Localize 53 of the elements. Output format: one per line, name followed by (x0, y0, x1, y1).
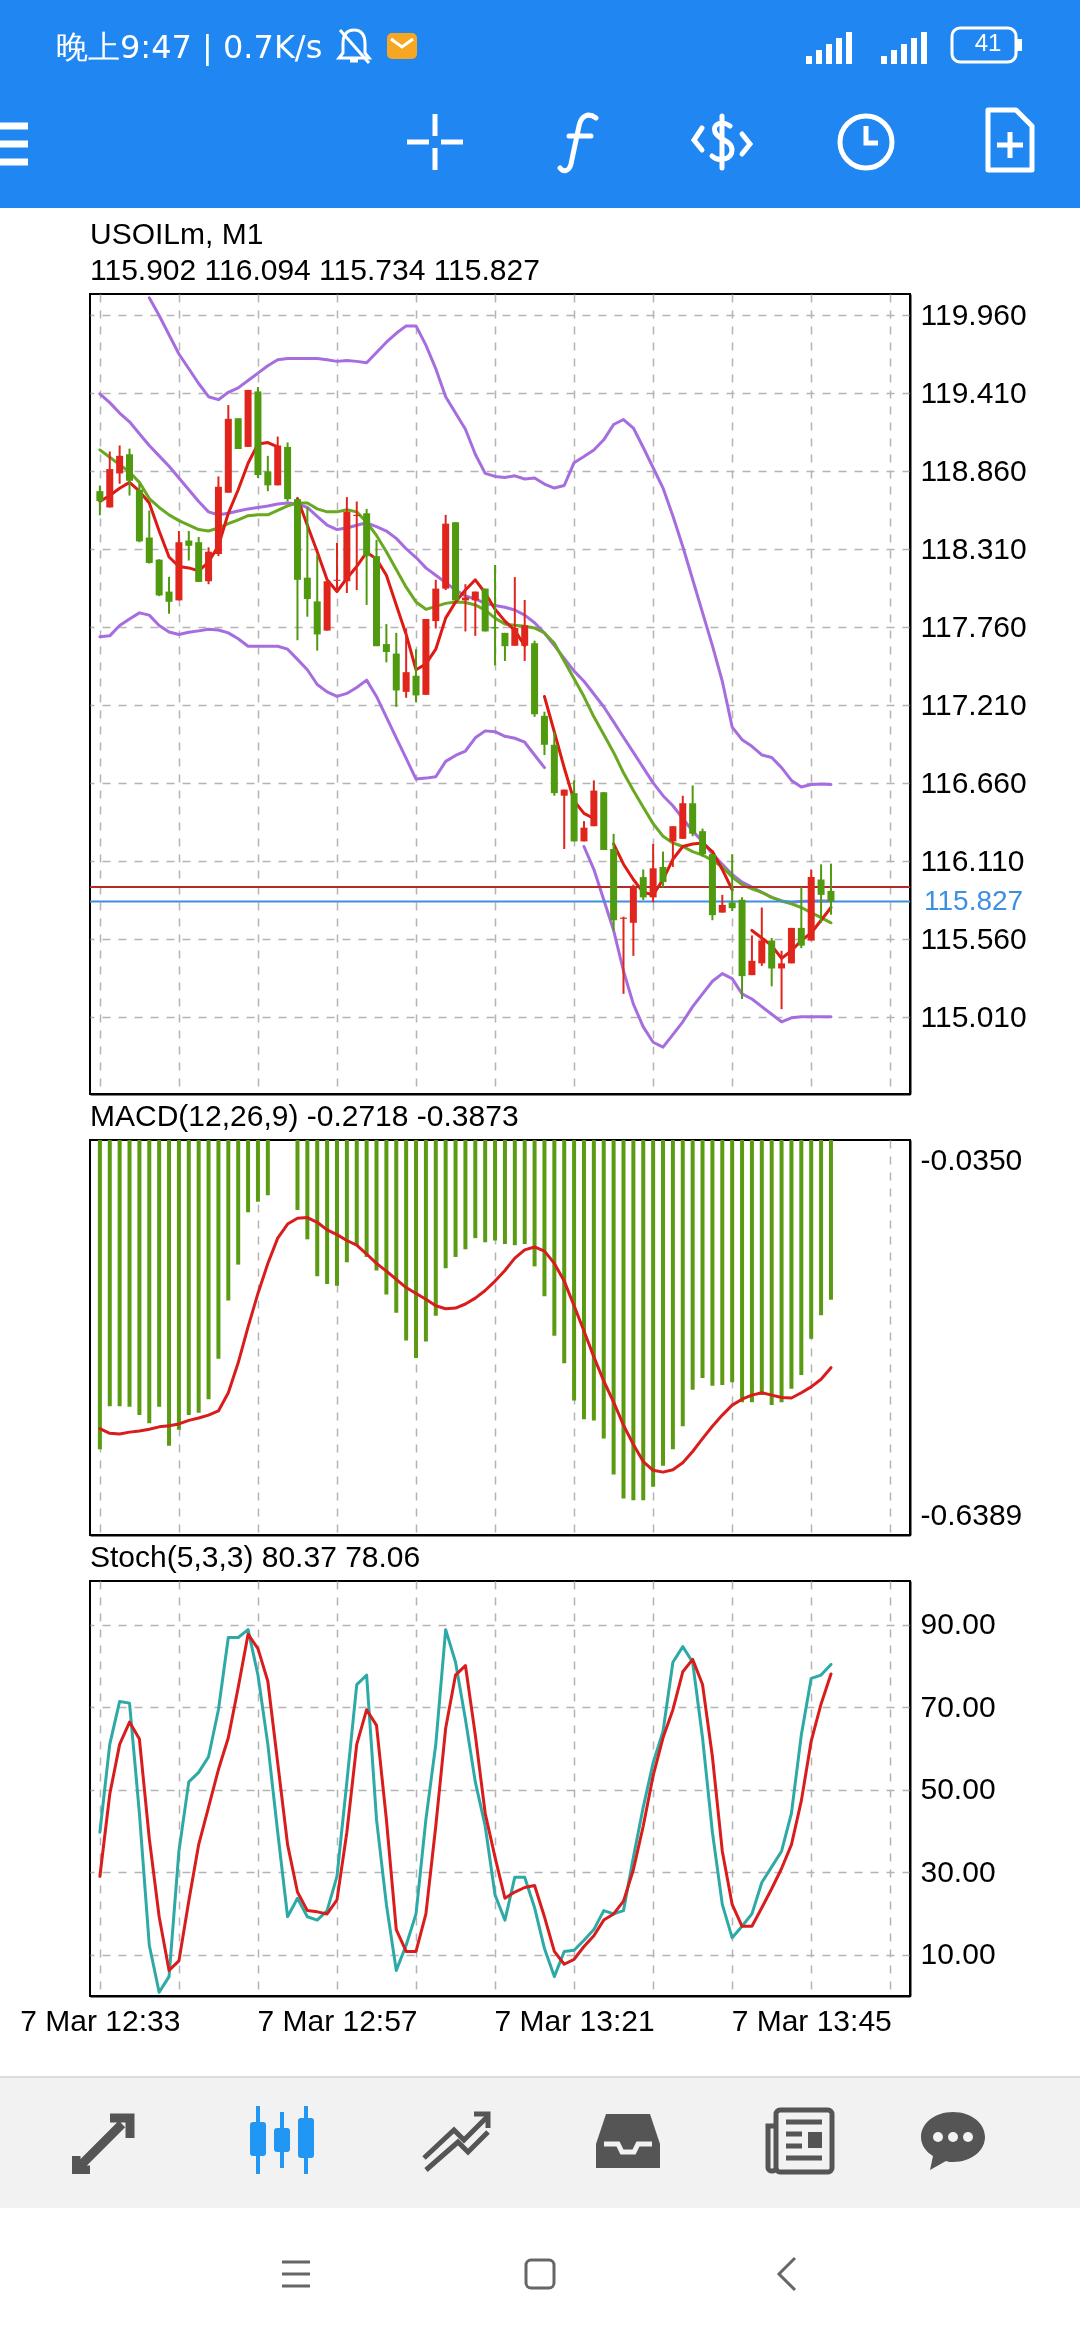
line-series (147, 296, 833, 789)
candlestick (511, 576, 519, 647)
chart-subtitle: 115.902 116.094 115.734 115.827 (90, 253, 540, 286)
candlestick (303, 506, 311, 618)
candlestick (817, 863, 825, 924)
candlestick (639, 868, 647, 901)
candlestick (501, 631, 509, 662)
candlestick (471, 590, 479, 637)
y-tick-label: 118.310 (920, 531, 1027, 565)
x-tick-label: 7 Mar 13:45 (731, 2003, 892, 2037)
y-tick-label: 30.00 (920, 1854, 996, 1888)
y-tick-label: 118.860 (920, 453, 1027, 487)
y-tick-label: 115.010 (920, 999, 1027, 1033)
candlestick (333, 541, 341, 593)
text: 晚上9:47 | 0.7K/s (56, 27, 323, 68)
ref-line-label: 115.827 (924, 884, 1024, 916)
y-tick-label: 116.110 (920, 843, 1025, 877)
y-tick-label: 117.210 (920, 687, 1027, 721)
candlestick (96, 484, 104, 517)
line-series (98, 1216, 833, 1474)
candlestick (165, 575, 173, 615)
y-tick-label: 10.00 (920, 1937, 996, 1971)
x-tick-label: 7 Mar 12:57 (257, 2003, 418, 2037)
candlestick (521, 598, 529, 662)
chart-title: MACD(12,26,9) -0.2718 -0.3873 (90, 1099, 519, 1132)
candlestick (185, 530, 193, 562)
candlestick (382, 623, 390, 664)
x-tick-label: 7 Mar 13:21 (494, 2003, 655, 2037)
x-tick-label: 7 Mar 12:33 (20, 2003, 181, 2037)
candlestick (402, 627, 410, 699)
y-tick-label: 119.960 (920, 297, 1027, 331)
y-tick-label: 117.760 (920, 609, 1027, 643)
y-tick-label: 50.00 (920, 1772, 996, 1806)
candlestick (699, 827, 707, 858)
y-tick-label: 119.410 (920, 375, 1027, 409)
candlestick (116, 444, 124, 485)
text: 41 (973, 29, 1003, 57)
candlestick (412, 648, 420, 704)
chart-title: Stoch(5,3,3) 80.37 78.06 (90, 1540, 421, 1573)
y-tick-label: 116.660 (920, 765, 1027, 799)
candlestick (659, 850, 667, 889)
candlestick (827, 862, 835, 916)
candlestick (748, 934, 756, 977)
y-tick-label: -0.0350 (920, 1143, 1023, 1177)
y-tick-label: -0.6389 (920, 1498, 1023, 1532)
candlestick (669, 825, 677, 868)
candlestick (797, 886, 805, 950)
y-tick-label: 70.00 (920, 1689, 996, 1723)
y-tick-label: 90.00 (920, 1607, 996, 1641)
chart-title: USOILm, M1 (90, 217, 264, 250)
candlestick (560, 788, 568, 851)
y-tick-label: 115.560 (920, 921, 1027, 955)
candlestick (264, 454, 272, 493)
